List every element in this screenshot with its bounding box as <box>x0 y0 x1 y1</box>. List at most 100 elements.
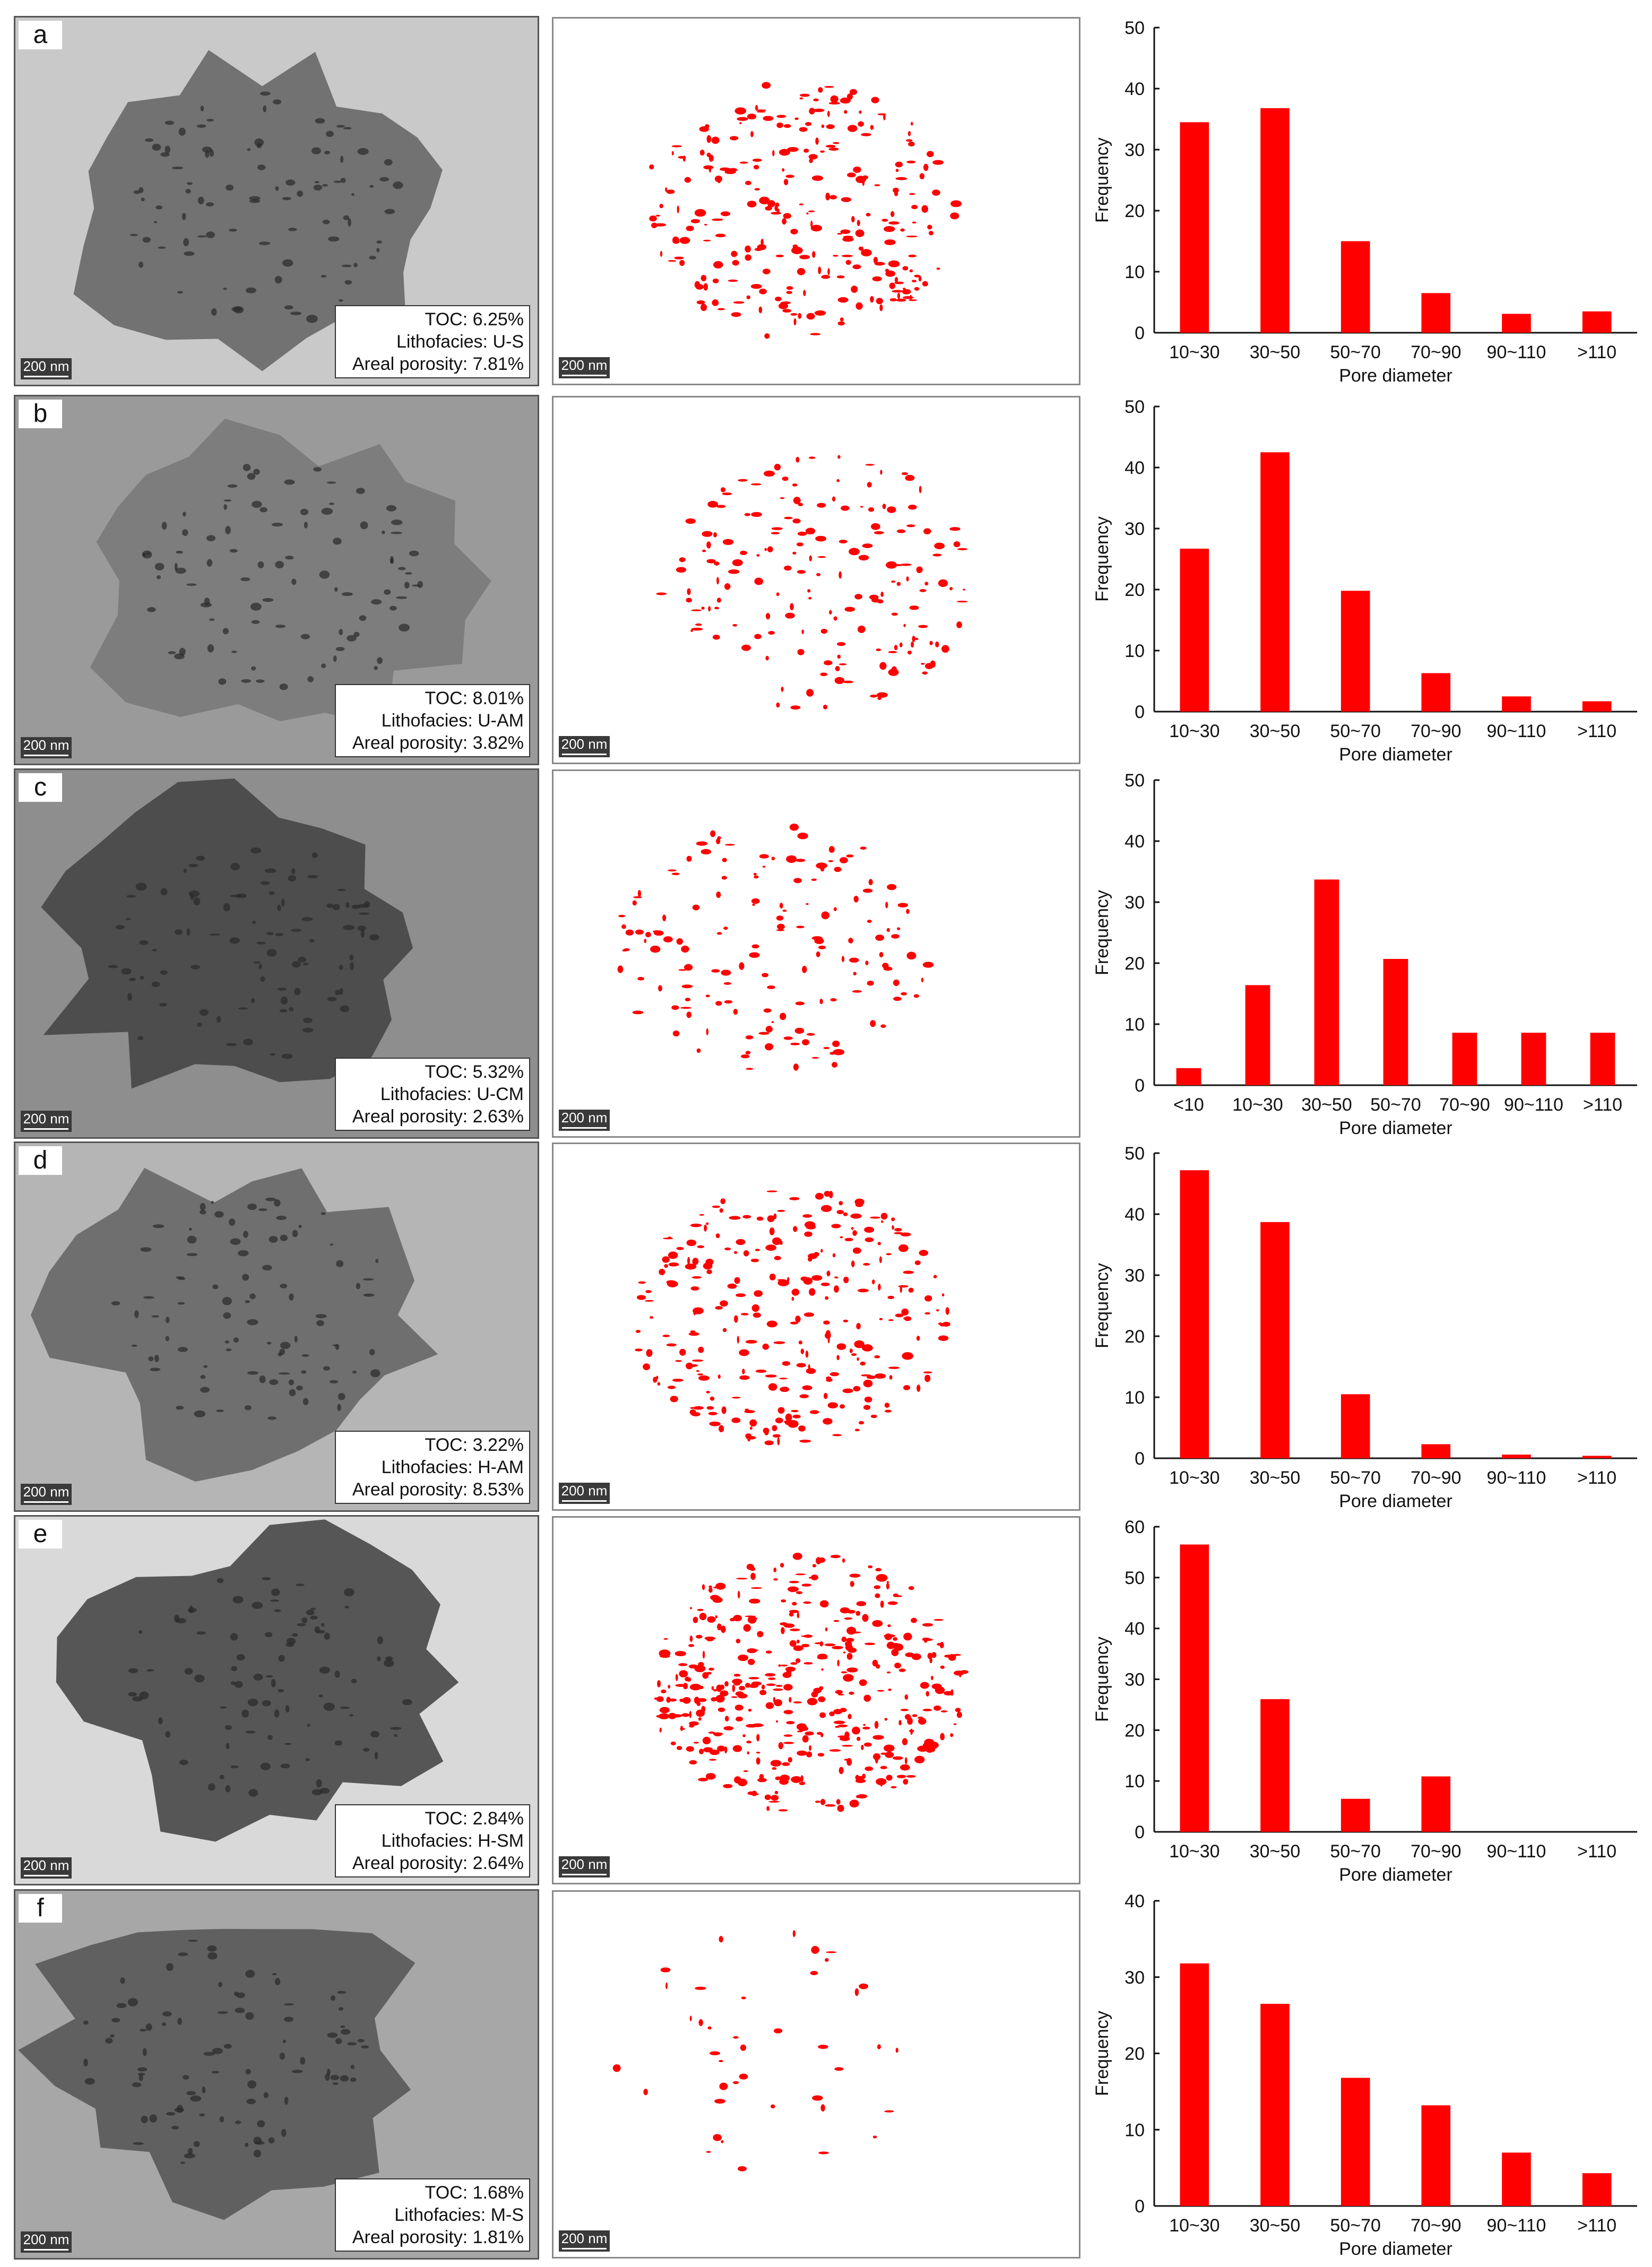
pore-mark <box>858 1288 869 1293</box>
pore-mark <box>776 115 786 118</box>
pore-mark <box>660 1654 670 1658</box>
pore-mark <box>698 1717 702 1721</box>
pore-mark <box>799 127 808 132</box>
pore-mark <box>850 1213 862 1219</box>
scale-bar-label: 200 nm <box>561 1483 608 1499</box>
pore-mark <box>717 1707 725 1712</box>
pore-mark <box>803 1601 811 1604</box>
pore-mark <box>697 1373 704 1375</box>
pore-mark <box>696 1634 703 1639</box>
pore-mark <box>661 1689 667 1694</box>
pore-mark <box>859 1983 869 1989</box>
pore-mark <box>918 1718 927 1725</box>
pore-mark <box>771 856 775 861</box>
pore-mark <box>786 291 792 294</box>
pore-mark <box>896 298 906 302</box>
pore-mark <box>733 1615 742 1622</box>
pore-mark <box>888 260 900 267</box>
pore-mark <box>790 229 798 235</box>
pore-mark <box>772 150 775 157</box>
pore-mark <box>793 1701 802 1704</box>
pore-mark <box>899 1285 903 1293</box>
pore-mark <box>716 577 719 585</box>
pore-mark <box>941 645 949 653</box>
y-tick-label: 20 <box>1125 201 1145 221</box>
pore-mark <box>818 1696 826 1702</box>
pore-mark <box>791 1288 800 1296</box>
pore-mark <box>802 1385 812 1390</box>
pore-mark <box>783 1734 793 1737</box>
pore-mark <box>800 1348 805 1354</box>
pore-mark <box>774 205 778 211</box>
y-tick-label: 30 <box>1125 893 1145 913</box>
pore-mark <box>836 275 845 279</box>
pore-mark <box>820 628 828 634</box>
pore-mark <box>838 539 847 544</box>
pore-mark <box>649 164 654 170</box>
pore-mark <box>696 1370 700 1372</box>
pore-mark <box>745 1615 756 1617</box>
pore-mark <box>715 1233 720 1239</box>
pore-mark <box>729 136 739 141</box>
pore-mark <box>724 1681 729 1687</box>
pore-mark <box>696 841 708 846</box>
pore-mark <box>935 1686 945 1694</box>
pore-mark <box>898 1285 909 1288</box>
pore-segmentation-map: 200 nm <box>552 769 1080 1138</box>
pore-mark <box>689 1721 699 1726</box>
scale-bar: 200 nm <box>21 358 72 379</box>
pore-mark <box>635 1330 641 1333</box>
pore-mark <box>625 929 634 936</box>
pore-mark <box>696 1701 701 1706</box>
pore-mark <box>857 1736 861 1741</box>
pore-mark <box>728 279 738 282</box>
pore-mark <box>715 1615 717 1619</box>
pore-mark <box>827 1335 830 1344</box>
pore-mark <box>906 951 916 960</box>
pore-mark <box>826 124 835 129</box>
lithofacies-text: Lithofacies: U-AM <box>381 711 524 731</box>
pore-mark <box>760 238 764 246</box>
pore-mark <box>789 1640 797 1647</box>
x-tick-label: 10~30 <box>1169 1468 1220 1488</box>
pore-mark <box>893 1637 898 1641</box>
pore-mark <box>903 1270 914 1274</box>
x-axis-title: Pore diameter <box>1339 745 1452 765</box>
x-tick-label: 90~110 <box>1487 1468 1546 1488</box>
pore-mark <box>745 245 751 253</box>
y-tick-label: 20 <box>1125 2044 1145 2064</box>
pore-mark <box>663 1638 668 1640</box>
panel-label: d <box>19 1146 62 1175</box>
x-tick-label: 10~30 <box>1169 1841 1220 1862</box>
pore-mark <box>721 1406 726 1414</box>
pore-mark <box>776 702 780 708</box>
pore-mark <box>880 1600 884 1608</box>
pore-mark <box>855 1611 861 1616</box>
pore-mark <box>804 1231 812 1237</box>
pore-mark <box>740 550 747 556</box>
pore-mark <box>645 932 651 938</box>
pore-mark <box>646 1349 653 1357</box>
pore-mark <box>818 2045 828 2049</box>
pore-mark <box>779 903 783 909</box>
pore-mark <box>871 523 880 530</box>
pore-mark <box>891 612 898 616</box>
pore-mark <box>787 146 799 152</box>
pore-mark <box>746 1724 757 1728</box>
pore-map <box>656 455 968 710</box>
scale-bar: 200 nm <box>559 736 610 757</box>
pore-mark <box>887 884 897 890</box>
pore-mark <box>894 564 903 566</box>
pore-mark <box>698 1346 704 1353</box>
sample-info-box: TOC: 1.68% Lithofacies: M-S Areal porosity… <box>335 2178 530 2252</box>
pore-mark <box>953 1723 957 1725</box>
pore-mark <box>672 240 680 244</box>
pore-mark <box>806 689 814 697</box>
pore-mark <box>684 964 693 971</box>
pore-mark <box>732 624 738 627</box>
pore-mark <box>806 313 815 320</box>
scale-bar-line <box>562 375 607 376</box>
x-axis-title: Pore diameter <box>1339 366 1452 386</box>
pore-mark <box>772 1237 782 1245</box>
pore-mark <box>912 635 915 642</box>
